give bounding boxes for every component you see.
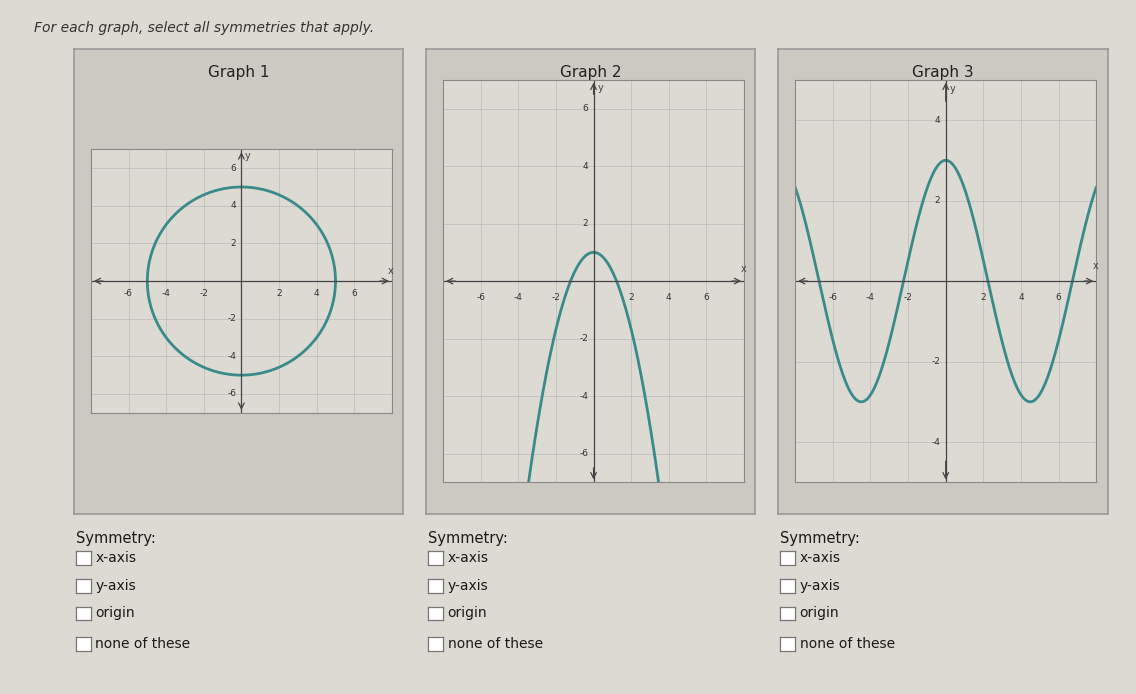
Text: 6: 6 [1055, 293, 1061, 302]
Text: origin: origin [800, 607, 840, 620]
Text: Graph 3: Graph 3 [912, 65, 974, 80]
Text: y: y [598, 83, 603, 93]
Text: 6: 6 [583, 104, 588, 113]
Text: 2: 2 [276, 289, 282, 298]
Text: -4: -4 [866, 293, 875, 302]
Text: 4: 4 [231, 201, 236, 210]
Text: 6: 6 [351, 289, 357, 298]
Text: none of these: none of these [95, 637, 191, 651]
Text: -2: -2 [551, 293, 560, 302]
Text: origin: origin [95, 607, 135, 620]
Text: 4: 4 [314, 289, 319, 298]
Text: -4: -4 [579, 391, 588, 400]
Text: 6: 6 [703, 293, 709, 302]
Text: -2: -2 [579, 334, 588, 343]
Text: 2: 2 [628, 293, 634, 302]
Text: 4: 4 [666, 293, 671, 302]
Text: y: y [245, 151, 251, 161]
Text: 2: 2 [980, 293, 986, 302]
Text: -6: -6 [476, 293, 485, 302]
Text: -6: -6 [579, 449, 588, 458]
Text: -4: -4 [513, 293, 523, 302]
Text: Symmetry:: Symmetry: [76, 531, 156, 546]
Text: y: y [950, 84, 955, 94]
Text: y-axis: y-axis [448, 579, 488, 593]
Text: -6: -6 [828, 293, 837, 302]
Text: y-axis: y-axis [95, 579, 136, 593]
Text: x: x [1093, 261, 1099, 271]
Text: x: x [741, 264, 746, 274]
Text: x: x [389, 266, 394, 276]
Text: origin: origin [448, 607, 487, 620]
Text: y-axis: y-axis [800, 579, 841, 593]
Text: -6: -6 [124, 289, 133, 298]
Text: 4: 4 [583, 162, 588, 171]
Text: x-axis: x-axis [95, 551, 136, 565]
Text: Symmetry:: Symmetry: [428, 531, 508, 546]
Text: 2: 2 [935, 196, 941, 205]
Text: Symmetry:: Symmetry: [780, 531, 860, 546]
Text: -6: -6 [227, 389, 236, 398]
Text: 4: 4 [935, 116, 941, 124]
Text: -2: -2 [227, 314, 236, 323]
Text: -2: -2 [932, 357, 941, 366]
Text: Graph 2: Graph 2 [560, 65, 621, 80]
Text: 2: 2 [583, 219, 588, 228]
Text: -2: -2 [199, 289, 208, 298]
Text: Graph 1: Graph 1 [208, 65, 269, 80]
Text: none of these: none of these [800, 637, 895, 651]
Text: x-axis: x-axis [800, 551, 841, 565]
Text: For each graph, select all symmetries that apply.: For each graph, select all symmetries th… [34, 21, 374, 35]
Text: -4: -4 [161, 289, 170, 298]
Text: 6: 6 [231, 164, 236, 173]
Text: -2: -2 [903, 293, 912, 302]
Text: x-axis: x-axis [448, 551, 488, 565]
Text: none of these: none of these [448, 637, 543, 651]
Text: -4: -4 [227, 352, 236, 361]
Text: 4: 4 [1018, 293, 1024, 302]
Text: -4: -4 [932, 438, 941, 446]
Text: 2: 2 [231, 239, 236, 248]
